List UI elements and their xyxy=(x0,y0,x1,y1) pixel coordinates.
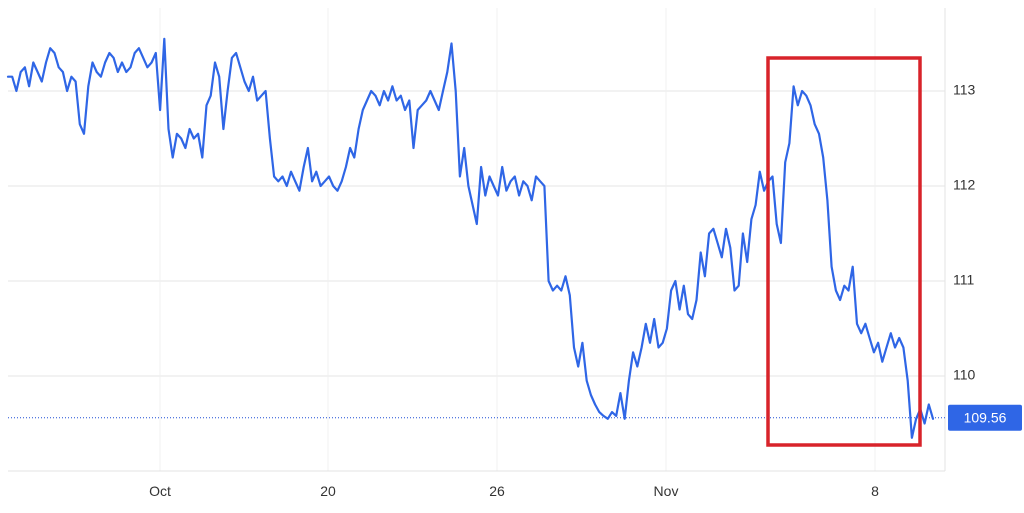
price-series-line xyxy=(6,37,935,439)
axes xyxy=(8,8,946,472)
last-value-badge-bg xyxy=(948,404,1022,431)
y-tick-label: 110 xyxy=(953,367,976,383)
x-tick-label: 8 xyxy=(871,483,879,499)
y-tick-labels: 113 112 111 110 xyxy=(953,82,976,383)
y-tick-label: 111 xyxy=(953,272,974,288)
highlight-box xyxy=(766,56,922,447)
y-tick-label: 112 xyxy=(953,177,976,193)
x-tick-labels: Oct 20 26 Nov 8 xyxy=(149,483,879,499)
last-value-badge: 109.56 xyxy=(948,404,1022,431)
y-tick-label: 113 xyxy=(953,82,976,98)
gridlines xyxy=(8,8,945,471)
x-tick-label: 20 xyxy=(320,483,336,499)
x-tick-label: 26 xyxy=(489,483,505,499)
x-tick-label: Oct xyxy=(149,483,171,499)
x-tick-label: Nov xyxy=(654,483,679,499)
last-value-label: 109.56 xyxy=(964,410,1007,426)
